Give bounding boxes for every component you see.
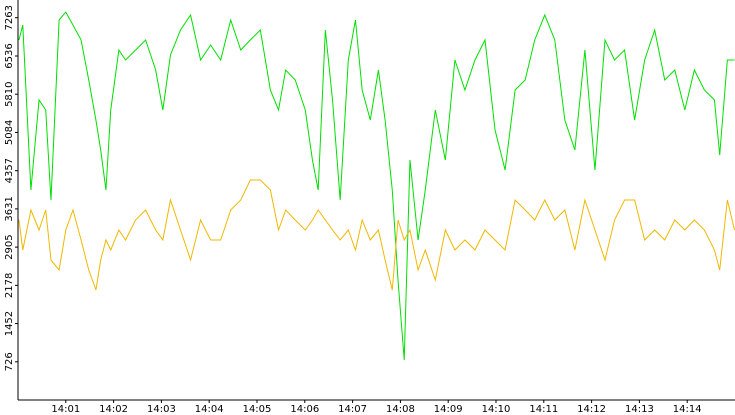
- x-tick-label: 14:07: [338, 404, 367, 415]
- y-tick-label: 7263: [4, 5, 15, 30]
- y-tick-label: 5810: [4, 81, 15, 106]
- y-tick-label: 6536: [4, 43, 15, 68]
- x-tick-label: 14:11: [529, 404, 558, 415]
- y-tick-label: 1452: [4, 311, 15, 336]
- x-tick-label: 14:09: [434, 404, 463, 415]
- y-tick-label: 2178: [4, 273, 15, 298]
- y-tick-label: 726: [4, 352, 15, 371]
- x-tick-label: 14:12: [577, 404, 606, 415]
- x-tick-label: 14:02: [99, 404, 128, 415]
- y-tick-label: 5084: [4, 120, 15, 145]
- series-line: [18, 11, 735, 361]
- x-tick-label: 14:04: [195, 404, 224, 415]
- x-tick-label: 14:05: [243, 404, 272, 415]
- y-tick-label: 3631: [4, 196, 15, 221]
- y-tick-label: 4357: [4, 158, 15, 183]
- series-line: [18, 179, 735, 291]
- x-tick-label: 14:10: [482, 404, 511, 415]
- x-tick-label: 14:03: [147, 404, 176, 415]
- y-tick-label: 2905: [4, 234, 15, 259]
- x-tick-label: 14:14: [673, 404, 702, 415]
- x-tick-label: 14:06: [290, 404, 319, 415]
- x-tick-label: 14:01: [51, 404, 80, 415]
- x-tick-label: 14:08: [386, 404, 415, 415]
- x-tick-label: 14:13: [625, 404, 654, 415]
